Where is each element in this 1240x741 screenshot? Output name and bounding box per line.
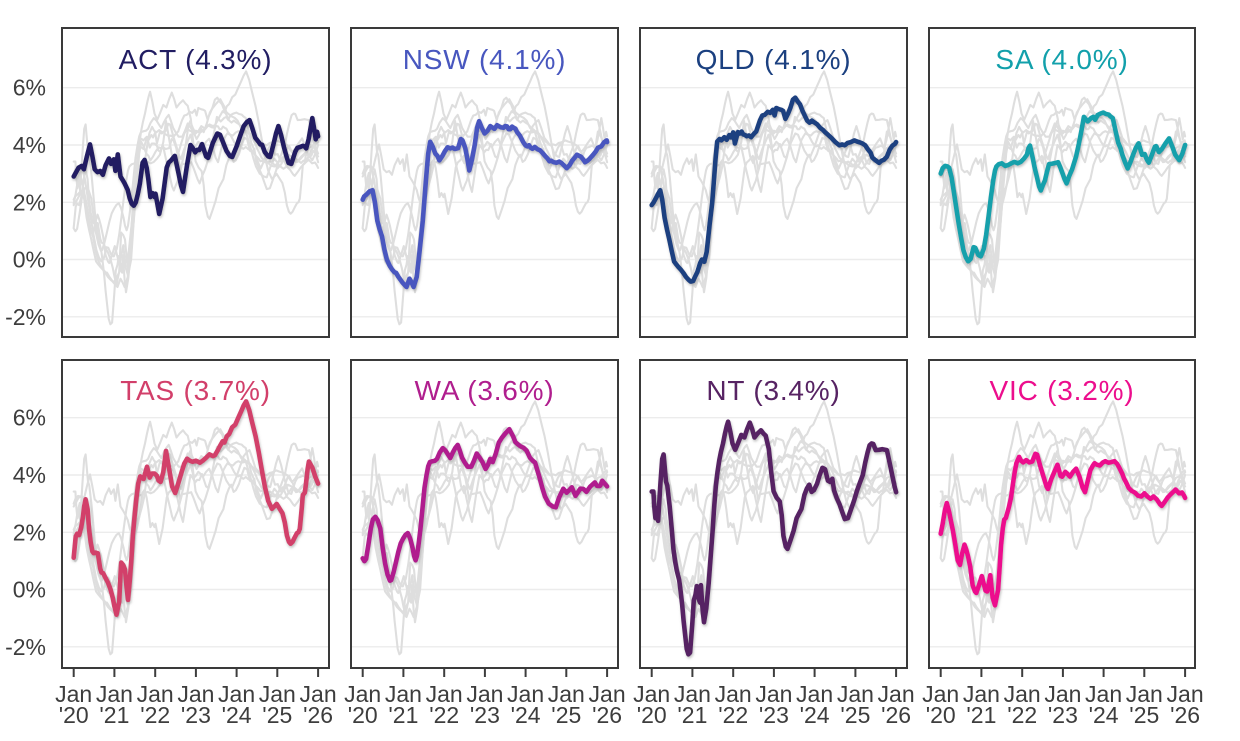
svg-text:'23: '23 [1048,702,1078,728]
svg-text:TAS (3.7%): TAS (3.7%) [120,375,271,406]
svg-text:'22: '22 [718,702,748,728]
svg-text:Jan: Jan [1126,681,1163,707]
svg-text:Jan: Jan [137,681,174,707]
svg-text:'23: '23 [759,702,789,728]
svg-text:'23: '23 [181,702,211,728]
svg-text:'26: '26 [303,702,333,728]
svg-text:4%: 4% [13,462,46,488]
svg-text:'24: '24 [1089,702,1119,728]
svg-text:'24: '24 [511,702,541,728]
svg-text:2%: 2% [13,519,46,545]
svg-text:Jan: Jan [589,681,626,707]
svg-text:'24: '24 [800,702,830,728]
svg-text:Jan: Jan [633,681,670,707]
svg-text:'21: '21 [677,702,707,728]
svg-text:Jan: Jan [548,681,585,707]
svg-text:2%: 2% [13,189,46,215]
svg-text:Jan: Jan [963,681,1000,707]
svg-text:'25: '25 [551,702,581,728]
svg-text:Jan: Jan [878,681,915,707]
svg-text:'23: '23 [470,702,500,728]
svg-text:'21: '21 [388,702,418,728]
svg-text:-2%: -2% [5,304,46,330]
svg-text:Jan: Jan [837,681,874,707]
svg-text:'22: '22 [429,702,459,728]
svg-text:NSW (4.1%): NSW (4.1%) [403,44,567,75]
svg-text:0%: 0% [13,577,46,603]
svg-text:'22: '22 [140,702,170,728]
svg-text:Jan: Jan [426,681,463,707]
svg-text:'26: '26 [592,702,622,728]
svg-text:6%: 6% [13,75,46,101]
svg-text:6%: 6% [13,405,46,431]
svg-text:'22: '22 [1007,702,1037,728]
svg-text:Jan: Jan [755,681,792,707]
svg-text:'25: '25 [1129,702,1159,728]
svg-text:Jan: Jan [922,681,959,707]
svg-text:-2%: -2% [5,634,46,660]
svg-text:Jan: Jan [259,681,296,707]
svg-text:'21: '21 [966,702,996,728]
svg-text:'20: '20 [637,702,667,728]
svg-text:Jan: Jan [1004,681,1041,707]
svg-text:QLD (4.1%): QLD (4.1%) [696,44,852,75]
svg-text:WA (3.6%): WA (3.6%) [415,375,555,406]
svg-text:SA (4.0%): SA (4.0%) [995,44,1128,75]
svg-text:'21: '21 [99,702,129,728]
svg-text:Jan: Jan [507,681,544,707]
svg-text:Jan: Jan [1085,681,1122,707]
svg-text:Jan: Jan [218,681,255,707]
svg-text:Jan: Jan [674,681,711,707]
svg-text:Jan: Jan [1167,681,1204,707]
svg-text:Jan: Jan [385,681,422,707]
svg-text:'25: '25 [262,702,292,728]
svg-text:Jan: Jan [715,681,752,707]
svg-text:Jan: Jan [177,681,214,707]
svg-text:VIC (3.2%): VIC (3.2%) [990,375,1135,406]
svg-text:'26: '26 [1170,702,1200,728]
svg-text:'24: '24 [222,702,252,728]
svg-text:Jan: Jan [796,681,833,707]
svg-text:0%: 0% [13,247,46,273]
svg-text:Jan: Jan [344,681,381,707]
svg-text:Jan: Jan [300,681,337,707]
svg-text:4%: 4% [13,132,46,158]
svg-text:Jan: Jan [55,681,92,707]
svg-text:Jan: Jan [1044,681,1081,707]
svg-text:Jan: Jan [96,681,133,707]
svg-text:'20: '20 [59,702,89,728]
svg-text:'25: '25 [840,702,870,728]
svg-text:'20: '20 [348,702,378,728]
svg-text:ACT (4.3%): ACT (4.3%) [119,44,273,75]
svg-text:Jan: Jan [466,681,503,707]
svg-text:'26: '26 [881,702,911,728]
svg-text:'20: '20 [926,702,956,728]
svg-text:NT (3.4%): NT (3.4%) [706,375,840,406]
